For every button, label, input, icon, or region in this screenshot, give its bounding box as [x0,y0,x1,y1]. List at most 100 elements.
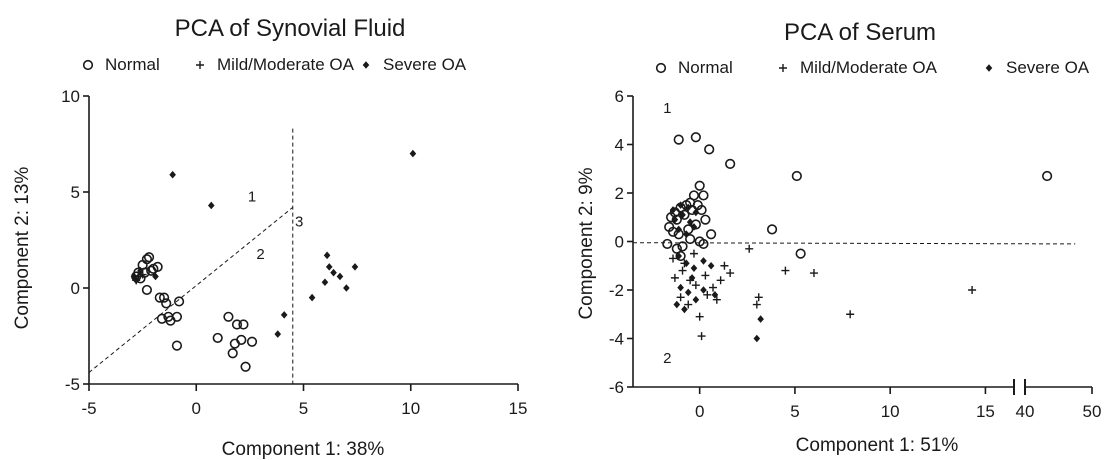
data-point [753,334,761,343]
data-point [673,134,684,145]
data-point [154,292,165,303]
legend-marker-plus [779,64,787,72]
legend-label: Normal [105,55,160,74]
x-tick-label: 15 [976,402,995,421]
data-point [223,311,234,322]
series-normal [131,252,258,372]
data-point [706,229,717,240]
data-point [325,263,333,271]
data-point [698,238,709,250]
data-point [158,292,170,303]
data-point [321,278,329,287]
data-point [231,319,243,330]
data-point [238,319,249,330]
data-point [330,268,337,277]
data-point [676,293,685,302]
data-point [132,276,140,285]
data-point [308,293,316,302]
series-severe-oa [669,201,764,343]
dashed-reference-line [632,242,1076,245]
data-point [707,261,715,270]
data-point [323,251,331,260]
data-point [675,225,683,234]
x-axis-label: Component 1: 51% [796,435,959,456]
data-point [669,254,678,263]
data-point [691,281,700,290]
region-label: 2 [663,350,671,367]
data-point [677,283,684,292]
data-point [846,310,855,319]
data-point [141,284,153,296]
region-label: 3 [295,214,303,231]
data-point [684,203,692,212]
data-point [690,219,701,230]
data-point [171,311,183,322]
legend-marker-plus [196,61,204,69]
region-label: 1 [663,100,671,117]
data-point [141,254,153,265]
legend-item: Severe OA [362,55,467,74]
dashed-reference-line [88,206,294,373]
y-tick-label: -2 [609,281,624,300]
chart-title: PCA of Synovial Fluid [175,15,406,42]
data-point [712,295,721,304]
data-point [673,300,681,309]
y-tick-label: 5 [71,183,80,202]
y-tick-label: 0 [615,233,624,252]
y-tick-label: -5 [65,375,80,394]
data-point [280,311,288,319]
data-point [274,330,282,338]
x-tick-label: 40 [1016,402,1035,421]
data-point [212,332,223,344]
data-point [227,348,238,359]
data-point [754,293,763,302]
data-point [700,214,711,225]
x-tick-label: 15 [509,399,528,418]
data-point [173,296,185,307]
data-point [700,257,707,265]
x-tick-label: 0 [192,399,201,418]
data-point [694,180,705,191]
data-point [745,244,754,253]
data-point [343,284,350,292]
data-point [795,248,806,259]
series-mild-moderate-oa [669,244,977,341]
data-point [716,276,725,285]
data-point [351,263,359,271]
data-point [152,261,163,272]
x-tick-label: 5 [299,399,308,418]
data-point [690,264,698,272]
x-axis-label: Component 1: 38% [222,439,385,460]
x-tick-label: -5 [81,399,96,418]
data-point [675,252,683,260]
legend-label: Normal [678,58,733,77]
x-tick-label: 50 [1083,402,1102,421]
legend-marker-open-circle [82,59,94,71]
data-point [683,230,690,239]
data-point [662,238,673,250]
data-point [696,204,707,216]
legend-marker-filled-diamond [985,64,993,72]
y-axis-label: Component 2: 9% [576,167,597,319]
data-point [681,305,688,314]
series-normal [662,132,1053,262]
data-point [683,259,690,268]
data-point [236,334,247,345]
legend-marker-filled-diamond [362,61,370,69]
data-point [692,208,700,217]
data-point [690,223,698,231]
data-point [697,332,706,341]
data-point [171,340,183,351]
data-point [152,272,159,281]
y-tick-label: -6 [609,378,624,397]
data-point [809,269,818,278]
data-point [690,132,701,143]
data-point [725,158,736,169]
data-point [752,300,761,309]
y-tick-label: 4 [615,136,624,155]
data-point [685,233,696,245]
legend-label: Mild/Moderate OA [217,55,355,74]
data-point [757,315,764,323]
data-point [409,149,417,158]
x-tick-label: 10 [881,402,900,421]
